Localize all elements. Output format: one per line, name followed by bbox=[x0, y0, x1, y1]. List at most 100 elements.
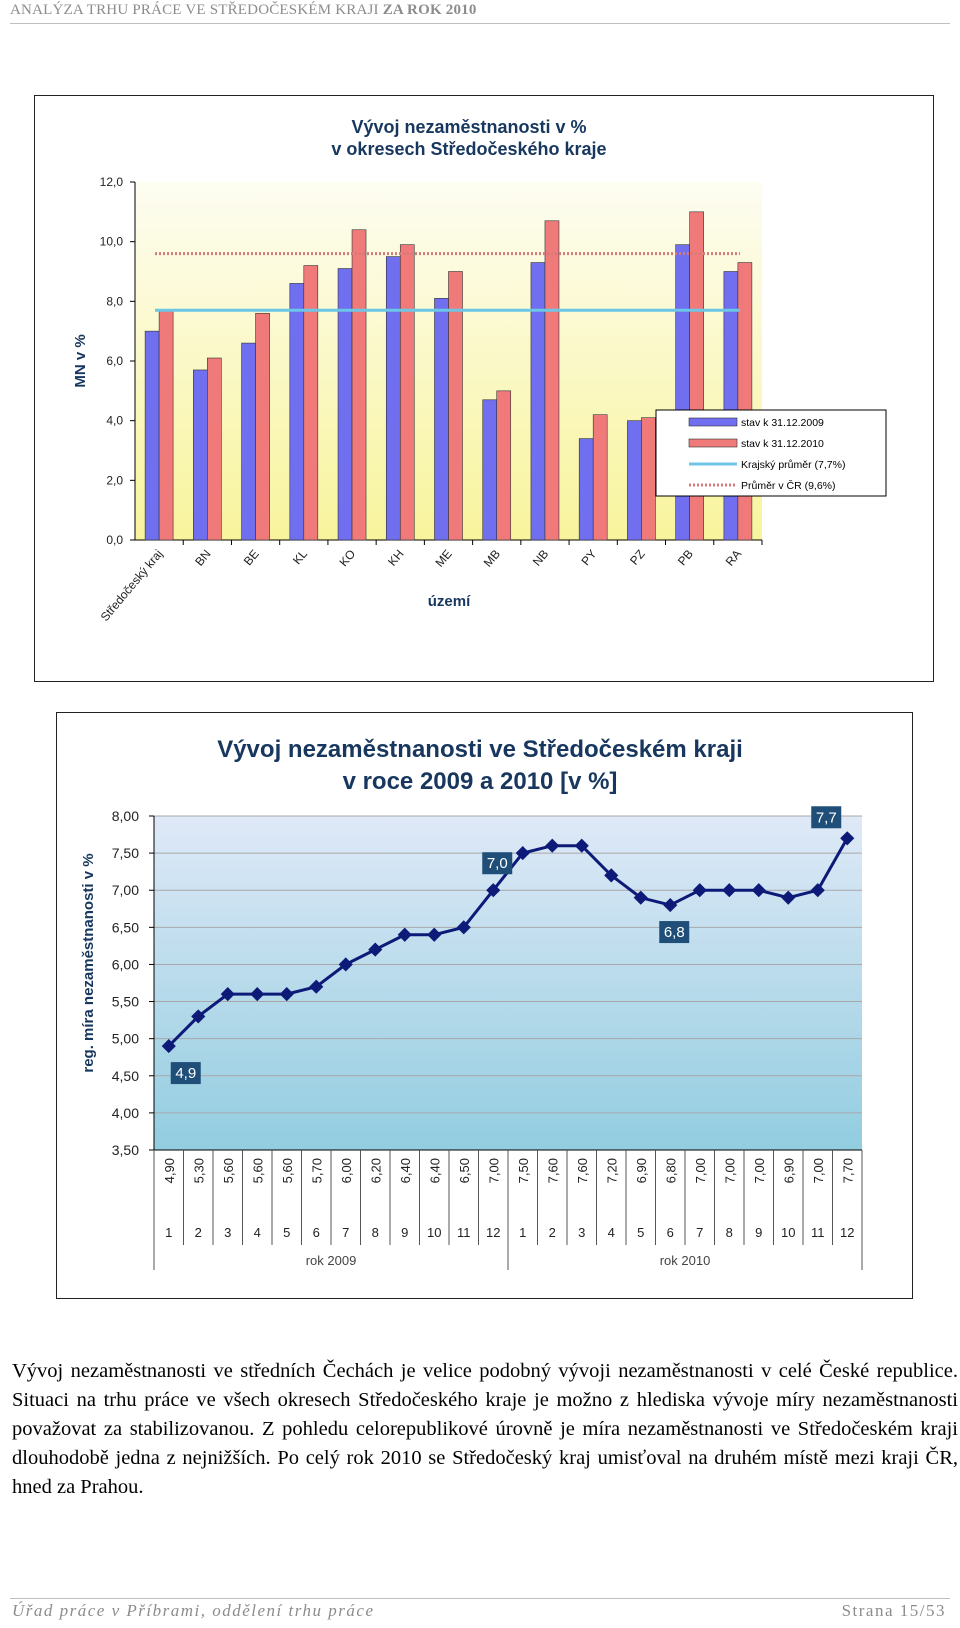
chart2-table-value: 6,50 bbox=[457, 1158, 472, 1183]
chart1-legend-swatch bbox=[688, 438, 738, 448]
chart1-bar-2009 bbox=[241, 342, 256, 541]
chart2-point-marker bbox=[397, 927, 412, 942]
chart1-y-tick-label: 8,0 bbox=[106, 294, 123, 308]
chart1-bar-2010 bbox=[448, 271, 463, 541]
header-rule bbox=[10, 23, 950, 24]
chart1-bar-2010 bbox=[544, 220, 560, 541]
chart1-legend-label: Průměr v ČR (9,6%) bbox=[741, 479, 836, 492]
chart1-x-tick-label: RA bbox=[723, 547, 744, 569]
chart1-bar-2010 bbox=[592, 414, 608, 541]
chart2-y-tick-label: 5,50 bbox=[112, 994, 139, 1010]
chart2-month-label: 8 bbox=[726, 1225, 733, 1240]
chart2-table-value: 6,90 bbox=[634, 1158, 649, 1183]
chart2-table-value: 7,00 bbox=[811, 1158, 826, 1183]
chart1-bar-2010 bbox=[207, 357, 222, 541]
chart1-legend-swatch bbox=[688, 417, 738, 427]
chart2-point-marker bbox=[692, 883, 707, 898]
chart2-y-tick-label: 4,00 bbox=[112, 1105, 139, 1121]
chart2-table-value: 5,60 bbox=[221, 1158, 236, 1183]
chart2-callout-label: 4,9 bbox=[175, 1065, 196, 1082]
chart2-point-marker bbox=[456, 920, 471, 935]
chart2-point-marker bbox=[545, 838, 560, 853]
chart2-month-label: 9 bbox=[401, 1225, 408, 1240]
chart2-y-tick-label: 8,00 bbox=[112, 808, 139, 824]
chart1-x-tick-label: PZ bbox=[627, 547, 648, 568]
chart2-month-label: 4 bbox=[608, 1225, 615, 1240]
chart1-x-tick-label: KL bbox=[290, 547, 310, 567]
chart2-table-value: 5,60 bbox=[250, 1158, 265, 1183]
chart1-y-tick-label: 0,0 bbox=[106, 533, 123, 547]
footer-page-number: Strana 15/53 bbox=[841, 1601, 946, 1620]
chart1-y-tick-label: 2,0 bbox=[106, 473, 123, 487]
chart2-table-value: 5,60 bbox=[280, 1158, 295, 1183]
chart2-table-value: 6,40 bbox=[427, 1158, 442, 1183]
chart2-y-tick-label: 7,00 bbox=[112, 882, 139, 898]
header-plain: ANALÝZA TRHU PRÁCE VE STŘEDOČESKÉM KRAJI bbox=[10, 2, 383, 18]
chart2-month-label: 1 bbox=[519, 1225, 526, 1240]
chart2-y-tick-label: 6,50 bbox=[112, 919, 139, 935]
chart1-bar-2009 bbox=[434, 298, 449, 541]
chart2-month-label: 3 bbox=[224, 1225, 231, 1240]
chart2-y-tick-label: 5,00 bbox=[112, 1031, 139, 1047]
chart2-point-marker bbox=[633, 890, 648, 905]
chart2-month-label: 2 bbox=[549, 1225, 556, 1240]
chart1-y-tick-label: 12,0 bbox=[100, 175, 124, 189]
monthly-line-chart: Vývoj nezaměstnanosti ve Středočeském kr… bbox=[56, 712, 913, 1299]
chart2-month-label: 12 bbox=[840, 1225, 854, 1240]
chart1-legend-label: Krajský průměr (7,7%) bbox=[741, 459, 845, 471]
chart2-point-marker bbox=[368, 942, 383, 957]
chart2-month-label: 10 bbox=[427, 1225, 441, 1240]
chart2-month-label: 8 bbox=[372, 1225, 379, 1240]
chart2-callout-box bbox=[482, 852, 513, 875]
chart2-month-label: 7 bbox=[696, 1225, 703, 1240]
chart2-month-label: 5 bbox=[283, 1225, 290, 1240]
chart1-bar-2009 bbox=[578, 438, 594, 541]
chart1-x-tick-label: NB bbox=[530, 547, 551, 569]
chart2-year-label: rok 2009 bbox=[306, 1253, 357, 1268]
chart1-x-tick-label: Středočeský kraj bbox=[98, 547, 166, 624]
chart2-point-marker bbox=[604, 868, 619, 883]
chart1-legend-label: stav k 31.12.2010 bbox=[741, 438, 824, 450]
chart2-callout-box bbox=[659, 921, 690, 944]
chart2-point-marker bbox=[279, 987, 294, 1002]
chart2-table-value: 7,00 bbox=[486, 1158, 501, 1183]
chart2-table-value: 6,00 bbox=[339, 1158, 354, 1183]
chart2-month-label: 11 bbox=[811, 1225, 825, 1240]
body-paragraph: Vývoj nezaměstnanosti ve středních Čechá… bbox=[12, 1360, 958, 1498]
chart1-bar-2010 bbox=[399, 244, 415, 541]
chart2-table-value: 7,00 bbox=[722, 1158, 737, 1183]
chart1-x-tick-label: BE bbox=[241, 547, 262, 568]
chart1-x-tick-label: ME bbox=[433, 547, 455, 570]
chart2-table-value: 6,80 bbox=[663, 1158, 678, 1183]
chart1-bar-2009 bbox=[627, 420, 642, 541]
chart2-table-value: 6,40 bbox=[398, 1158, 413, 1183]
chart1-bar-2009 bbox=[530, 262, 546, 541]
chart2-point-marker bbox=[486, 883, 501, 898]
chart2-callout-label: 7,0 bbox=[487, 855, 508, 872]
chart2-point-marker bbox=[810, 883, 825, 898]
chart2-point-marker bbox=[515, 846, 530, 861]
chart2-month-label: 5 bbox=[637, 1225, 644, 1240]
district-bar-chart: Vývoj nezaměstnanosti v % v okresech Stře… bbox=[34, 95, 934, 682]
chart2-y-tick-label: 6,00 bbox=[112, 956, 139, 972]
chart2-month-label: 6 bbox=[313, 1225, 320, 1240]
chart1-y-tick-label: 10,0 bbox=[100, 235, 124, 249]
chart2-y-axis-label: reg. míra nezaměstnanosti v % bbox=[80, 853, 97, 1072]
chart1-bar-2010 bbox=[303, 265, 319, 541]
chart2-table-value: 7,70 bbox=[840, 1158, 855, 1183]
chart2-month-label: 10 bbox=[781, 1225, 795, 1240]
chart2-point-marker bbox=[663, 897, 678, 913]
chart1-bar-2010 bbox=[496, 390, 512, 541]
chart2-point-marker bbox=[722, 883, 737, 898]
chart2-point-marker bbox=[781, 890, 796, 905]
chart2-title-line: Vývoj nezaměstnanosti ve Středočeském kr… bbox=[217, 736, 743, 763]
chart2-point-marker bbox=[338, 957, 353, 972]
chart1-bar-2010 bbox=[351, 229, 367, 541]
chart2-year-label: rok 2010 bbox=[660, 1253, 711, 1268]
chart2-table-value: 4,90 bbox=[162, 1158, 177, 1183]
chart2-month-label: 1 bbox=[165, 1225, 172, 1240]
chart1-x-axis-label: území bbox=[428, 593, 471, 610]
running-header: ANALÝZA TRHU PRÁCE VE STŘEDOČESKÉM KRAJI… bbox=[10, 2, 477, 19]
chart2-callout-label: 7,7 bbox=[816, 809, 837, 826]
chart2-table-value: 7,00 bbox=[752, 1158, 767, 1183]
